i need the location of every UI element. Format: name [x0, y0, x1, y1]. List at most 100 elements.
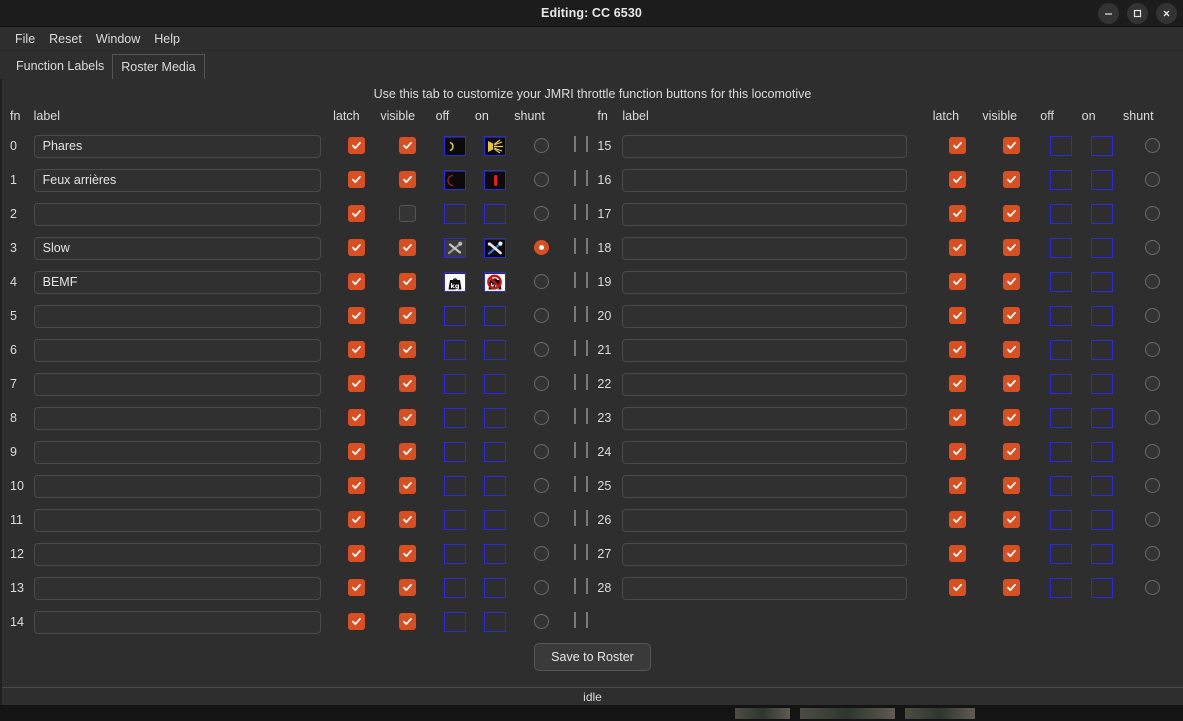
- on-icon-button-23[interactable]: [1091, 408, 1114, 428]
- on-icon-button-20[interactable]: [1091, 306, 1114, 326]
- latch-checkbox-4[interactable]: [348, 273, 366, 291]
- latch-checkbox-28[interactable]: [949, 579, 967, 597]
- latch-checkbox-15[interactable]: [949, 137, 967, 155]
- shunt-radio-21[interactable]: [1144, 342, 1160, 358]
- menu-help[interactable]: Help: [154, 31, 180, 46]
- off-icon-button-26[interactable]: [1049, 510, 1072, 530]
- shunt-radio-4[interactable]: [534, 274, 550, 290]
- off-icon-button-24[interactable]: [1049, 442, 1072, 462]
- off-icon-button-11[interactable]: [444, 510, 467, 530]
- latch-checkbox-18[interactable]: [949, 239, 967, 257]
- latch-checkbox-12[interactable]: [348, 545, 366, 563]
- visible-checkbox-24[interactable]: [1002, 443, 1020, 461]
- latch-checkbox-6[interactable]: [348, 341, 366, 359]
- function-label-input-2[interactable]: [33, 202, 321, 226]
- menu-file[interactable]: File: [15, 31, 36, 46]
- on-icon-button-5[interactable]: [483, 306, 506, 326]
- off-icon-button-27[interactable]: [1049, 544, 1072, 564]
- on-icon-button-6[interactable]: [483, 340, 506, 360]
- shunt-radio-8[interactable]: [534, 410, 550, 426]
- latch-checkbox-22[interactable]: [949, 375, 967, 393]
- off-icon-button-19[interactable]: [1049, 272, 1072, 292]
- function-label-input-19[interactable]: [622, 270, 908, 294]
- visible-checkbox-1[interactable]: [399, 171, 417, 189]
- on-icon-button-17[interactable]: [1091, 204, 1114, 224]
- visible-checkbox-15[interactable]: [1002, 137, 1020, 155]
- latch-checkbox-9[interactable]: [348, 443, 366, 461]
- function-label-input-6[interactable]: [33, 338, 321, 362]
- off-icon-button-10[interactable]: [444, 476, 467, 496]
- tab-function-labels[interactable]: Function Labels: [8, 54, 113, 79]
- on-icon-button-25[interactable]: [1091, 476, 1114, 496]
- latch-checkbox-25[interactable]: [949, 477, 967, 495]
- function-label-input-4[interactable]: [33, 270, 321, 294]
- latch-checkbox-10[interactable]: [348, 477, 366, 495]
- on-icon-button-10[interactable]: [483, 476, 506, 496]
- shunt-radio-26[interactable]: [1144, 512, 1160, 528]
- off-icon-button-9[interactable]: [444, 442, 467, 462]
- off-icon-button-28[interactable]: [1049, 578, 1072, 598]
- off-icon-button-7[interactable]: [444, 374, 467, 394]
- function-label-input-22[interactable]: [622, 372, 908, 396]
- on-icon-button-9[interactable]: [483, 442, 506, 462]
- function-label-input-27[interactable]: [622, 542, 908, 566]
- shunt-radio-3[interactable]: [534, 240, 550, 256]
- shunt-radio-23[interactable]: [1144, 410, 1160, 426]
- on-icon-button-13[interactable]: [483, 578, 506, 598]
- visible-checkbox-12[interactable]: [399, 545, 417, 563]
- maximize-icon[interactable]: [1127, 2, 1148, 24]
- latch-checkbox-8[interactable]: [348, 409, 366, 427]
- latch-checkbox-24[interactable]: [949, 443, 967, 461]
- function-label-input-8[interactable]: [33, 406, 321, 430]
- off-icon-button-5[interactable]: [444, 306, 467, 326]
- on-icon-button-18[interactable]: [1091, 238, 1114, 258]
- latch-checkbox-17[interactable]: [949, 205, 967, 223]
- on-icon-button-7[interactable]: [483, 374, 506, 394]
- shunt-radio-1[interactable]: [534, 172, 550, 188]
- function-label-input-0[interactable]: [33, 134, 321, 158]
- off-icon-button-2[interactable]: [444, 204, 467, 224]
- shunt-radio-27[interactable]: [1144, 546, 1160, 562]
- function-label-input-16[interactable]: [622, 168, 908, 192]
- visible-checkbox-23[interactable]: [1002, 409, 1020, 427]
- off-icon-button-16[interactable]: [1049, 170, 1072, 190]
- function-label-input-11[interactable]: [33, 508, 321, 532]
- menu-reset[interactable]: Reset: [49, 31, 82, 46]
- on-icon-button-19[interactable]: [1091, 272, 1114, 292]
- off-icon-button-20[interactable]: [1049, 306, 1072, 326]
- save-to-roster-button[interactable]: Save to Roster: [534, 643, 651, 671]
- visible-checkbox-17[interactable]: [1002, 205, 1020, 223]
- latch-checkbox-5[interactable]: [348, 307, 366, 325]
- shunt-radio-10[interactable]: [534, 478, 550, 494]
- visible-checkbox-25[interactable]: [1002, 477, 1020, 495]
- shunt-radio-12[interactable]: [534, 546, 550, 562]
- shunt-radio-2[interactable]: [534, 206, 550, 222]
- off-icon-button-25[interactable]: [1049, 476, 1072, 496]
- function-label-input-13[interactable]: [33, 576, 321, 600]
- visible-checkbox-18[interactable]: [1002, 239, 1020, 257]
- function-label-input-3[interactable]: [33, 236, 321, 260]
- visible-checkbox-4[interactable]: [399, 273, 417, 291]
- shunt-radio-19[interactable]: [1144, 274, 1160, 290]
- on-icon-button-28[interactable]: [1091, 578, 1114, 598]
- visible-checkbox-10[interactable]: [399, 477, 417, 495]
- off-icon-button-15[interactable]: [1049, 136, 1072, 156]
- on-icon-button-12[interactable]: [483, 544, 506, 564]
- visible-checkbox-2[interactable]: [399, 205, 417, 223]
- visible-checkbox-13[interactable]: [399, 579, 417, 597]
- off-icon-button-22[interactable]: [1049, 374, 1072, 394]
- off-icon-button-17[interactable]: [1049, 204, 1072, 224]
- off-icon-button-18[interactable]: [1049, 238, 1072, 258]
- visible-checkbox-21[interactable]: [1002, 341, 1020, 359]
- latch-checkbox-3[interactable]: [348, 239, 366, 257]
- on-icon-button-27[interactable]: [1091, 544, 1114, 564]
- visible-checkbox-9[interactable]: [399, 443, 417, 461]
- function-label-input-14[interactable]: [33, 610, 321, 634]
- function-label-input-28[interactable]: [622, 576, 908, 600]
- latch-checkbox-19[interactable]: [949, 273, 967, 291]
- shunt-radio-17[interactable]: [1144, 206, 1160, 222]
- on-icon-button-1[interactable]: [483, 170, 506, 190]
- shunt-radio-14[interactable]: [534, 614, 550, 630]
- on-icon-button-22[interactable]: [1091, 374, 1114, 394]
- function-label-input-5[interactable]: [33, 304, 321, 328]
